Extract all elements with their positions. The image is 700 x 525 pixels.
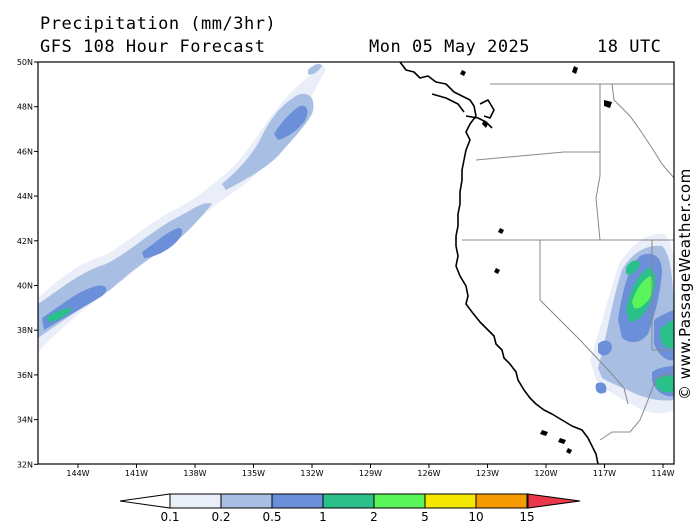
lat-label: 36N (17, 371, 33, 380)
scale-colour-box (475, 493, 528, 509)
scale-end-arrow (527, 493, 581, 509)
lat-label: 48N (17, 103, 33, 112)
precip-inland-mid-sw (595, 382, 607, 394)
precipitation-areas (38, 63, 674, 414)
copyright-credit: © www.PassageWeather.com (676, 168, 694, 400)
lat-label: 44N (17, 192, 33, 201)
lon-label: 117W (593, 469, 616, 478)
scale-colour-box (220, 493, 273, 509)
scale-start-arrow (119, 493, 171, 509)
scale-tick-label: 0.2 (211, 510, 230, 524)
precip-inland-moderate-south (656, 375, 674, 393)
state-borders (462, 83, 675, 441)
lat-label: 32N (17, 460, 33, 469)
scale-tick-label: 15 (519, 510, 534, 524)
forecast-subtitle: GFS 108 Hour Forecast (40, 37, 266, 57)
forecast-time: 18 UTC (597, 37, 662, 57)
coastline (399, 61, 599, 465)
precip-band-moderate (46, 308, 72, 322)
precip-inland-moderate-north (626, 260, 640, 275)
precip-inland-moderate-east (660, 320, 674, 349)
lat-label: 42N (17, 237, 33, 246)
lon-label: 114W (651, 469, 674, 478)
scale-tick-label: 0.1 (160, 510, 179, 524)
precip-band-mid-3 (274, 105, 308, 140)
lon-label: 126W (417, 469, 440, 478)
scale-tick-label: 2 (370, 510, 378, 524)
lon-label: 144W (66, 469, 89, 478)
lat-label: 40N (17, 282, 33, 291)
islands (460, 66, 612, 454)
precip-band-low-tip (308, 63, 322, 75)
latitude-labels: 50N 48N 46N 44N 42N 40N 38N 36N 34N 32N (17, 58, 38, 469)
precip-band-mid-2 (142, 228, 183, 258)
map-frame (37, 61, 675, 465)
lon-label: 135W (242, 469, 265, 478)
scale-colour-box (424, 493, 477, 509)
precip-inland-heavy (632, 276, 653, 309)
lon-label: 138W (183, 469, 206, 478)
forecast-date: Mon 05 May 2025 (369, 37, 531, 57)
lat-label: 34N (17, 416, 33, 425)
lon-label: 141W (125, 469, 148, 478)
lon-label: 129W (359, 469, 382, 478)
longitude-labels: 144W 141W 138W 135W 132W 129W 126W 123W 120W 117W… (66, 464, 675, 478)
lon-label: 132W (300, 469, 323, 478)
scale-tick-label: 1 (319, 510, 327, 524)
scale-tick-label: 5 (421, 510, 429, 524)
lat-label: 38N (17, 326, 33, 335)
lon-label: 120W (534, 469, 557, 478)
scale-tick-label: 0.5 (262, 510, 281, 524)
lat-label: 50N (17, 58, 33, 67)
scale-tick-label: 10 (468, 510, 483, 524)
scale-colour-box (373, 493, 426, 509)
scale-colour-box (169, 493, 222, 509)
scale-colour-box (271, 493, 324, 509)
lon-label: 123W (476, 469, 499, 478)
precipitation-colour-scale: 0.1 0.2 0.5 1 2 5 10 15 (119, 493, 581, 524)
map-title: Precipitation (mm/3hr) (40, 14, 277, 34)
precip-inland-mid-west (598, 340, 612, 356)
lat-label: 46N (17, 147, 33, 156)
scale-colour-box (322, 493, 375, 509)
